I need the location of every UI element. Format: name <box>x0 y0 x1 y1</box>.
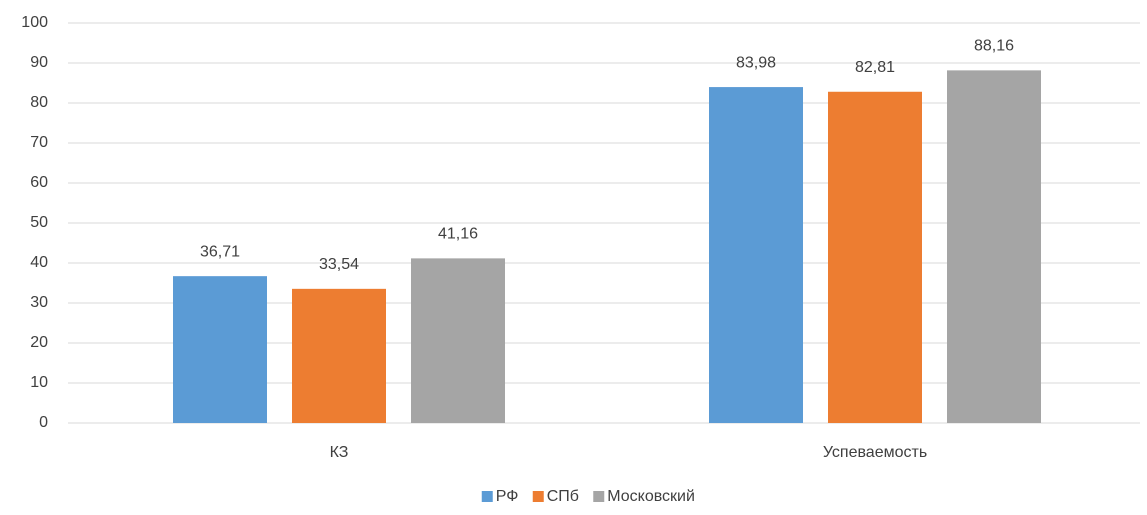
y-tick-label: 90 <box>30 54 48 71</box>
value-label: 83,98 <box>736 54 776 71</box>
bar <box>292 288 386 423</box>
legend-label: СПб <box>547 488 579 505</box>
y-tick-label: 50 <box>30 214 48 231</box>
y-tick-label: 40 <box>30 254 48 271</box>
x-tick-label: КЗ <box>330 444 349 461</box>
bar <box>411 258 505 423</box>
y-tick-label: 20 <box>30 334 48 351</box>
value-label: 33,54 <box>319 256 359 273</box>
y-tick-label: 30 <box>30 294 48 311</box>
legend-swatch <box>481 491 493 502</box>
bar <box>947 70 1041 424</box>
legend-label: Московский <box>607 488 695 505</box>
value-label: 36,71 <box>200 243 240 260</box>
value-label: 88,16 <box>974 38 1014 55</box>
value-label: 41,16 <box>438 226 478 243</box>
y-tick-label: 100 <box>21 14 48 31</box>
legend-swatch <box>593 491 605 502</box>
y-tick-label: 60 <box>30 174 48 191</box>
bar <box>173 276 267 423</box>
bar <box>828 91 922 423</box>
y-tick-label: 10 <box>30 374 48 391</box>
y-tick-label: 80 <box>30 94 48 111</box>
bar <box>709 87 803 423</box>
x-tick-label: Успеваемость <box>823 444 927 461</box>
y-tick-label: 0 <box>39 414 48 431</box>
value-label: 82,81 <box>855 59 895 76</box>
legend-label: РФ <box>496 488 519 505</box>
legend-swatch <box>532 491 544 502</box>
y-tick-label: 70 <box>30 134 48 151</box>
